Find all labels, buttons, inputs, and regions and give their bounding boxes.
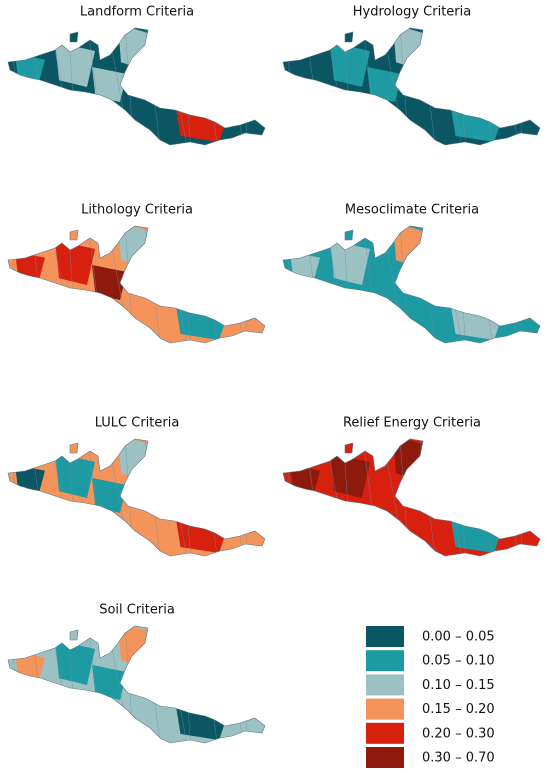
legend-label: 0.20 – 0.30 — [422, 726, 495, 741]
boundary — [303, 226, 323, 343]
region — [330, 453, 370, 498]
map — [282, 438, 541, 557]
boundary — [28, 626, 48, 743]
panel-title: LULC Criteria — [95, 416, 180, 431]
boundary — [28, 226, 48, 343]
region — [55, 640, 95, 685]
region — [15, 465, 45, 493]
legend-swatch — [366, 674, 404, 696]
boundary — [9, 226, 21, 343]
legend-swatch — [366, 747, 404, 768]
boundary — [303, 28, 323, 145]
region — [92, 665, 127, 700]
boundary — [284, 439, 296, 556]
map-fill — [283, 28, 540, 145]
map — [282, 27, 541, 146]
legend-label: 0.30 – 0.70 — [422, 751, 495, 766]
region — [55, 42, 95, 87]
panel-title: Landform Criteria — [80, 5, 194, 20]
boundary — [28, 439, 48, 556]
panel-title: Hydrology Criteria — [353, 5, 471, 20]
region — [290, 54, 320, 82]
panel-title: Mesoclimate Criteria — [345, 203, 479, 218]
legend-label: 0.05 – 0.10 — [422, 654, 495, 669]
region — [15, 652, 45, 680]
map-fill — [8, 626, 265, 743]
region — [92, 478, 127, 513]
legend-swatch — [366, 626, 404, 647]
boundary — [9, 626, 21, 743]
map — [7, 625, 266, 744]
region — [15, 252, 45, 280]
region — [290, 252, 320, 280]
panel-title: Relief Energy Criteria — [343, 416, 481, 431]
panel-title: Soil Criteria — [99, 603, 175, 618]
region — [330, 240, 370, 285]
map — [282, 225, 541, 344]
region — [367, 478, 402, 513]
region — [290, 465, 320, 493]
region — [367, 265, 402, 300]
panel-title: Lithology Criteria — [81, 203, 193, 218]
map-fill — [8, 226, 265, 343]
map — [7, 438, 266, 557]
legend-label: 0.10 – 0.15 — [422, 678, 495, 693]
region — [55, 240, 95, 285]
map-fill — [283, 226, 540, 343]
region — [15, 54, 45, 82]
legend: 0.00 – 0.05 0.05 – 0.10 0.10 – 0.15 0.15 – … — [366, 626, 495, 768]
legend-swatch — [366, 698, 404, 720]
boundary — [9, 28, 21, 145]
legend-swatch — [366, 722, 404, 744]
boundary — [303, 439, 323, 556]
legend-label: 0.15 – 0.20 — [422, 702, 495, 717]
legend-swatch — [366, 650, 404, 672]
boundary — [284, 28, 296, 145]
boundary — [284, 226, 296, 343]
region — [92, 265, 127, 300]
region — [55, 453, 95, 498]
region — [367, 67, 402, 102]
map-fill — [8, 28, 265, 145]
map-fill — [8, 439, 265, 556]
boundary — [28, 28, 48, 145]
legend-label: 0.00 – 0.05 — [422, 630, 495, 645]
map — [7, 27, 266, 146]
region — [330, 42, 370, 87]
map-fill — [283, 439, 540, 556]
region — [92, 67, 127, 102]
boundary — [9, 439, 21, 556]
map — [7, 225, 266, 344]
